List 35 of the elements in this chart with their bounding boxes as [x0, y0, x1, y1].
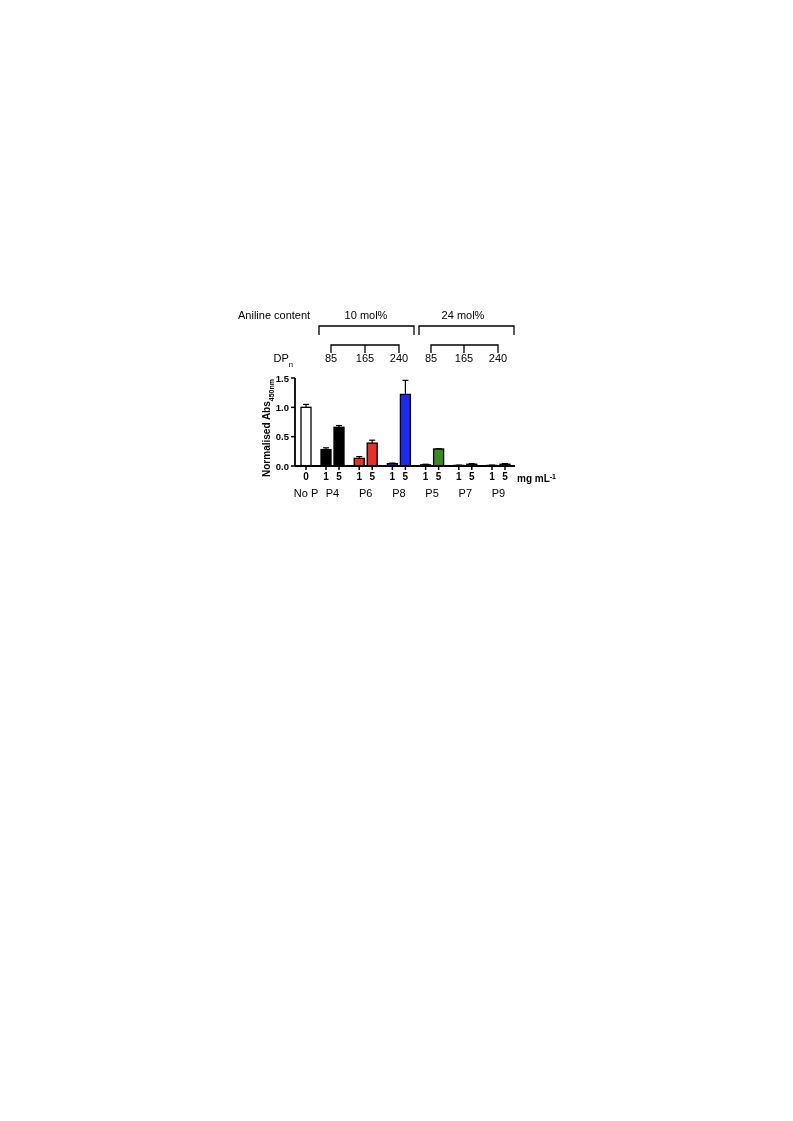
x-tick-label: 1 — [422, 471, 429, 482]
y-tick-label: 0.5 — [275, 431, 290, 443]
x-tick-label: 1 — [389, 471, 396, 482]
text: 85 — [424, 352, 438, 364]
text: P9 — [491, 487, 506, 499]
x-tick-label: 1 — [489, 471, 496, 482]
x-tick-label: 5 — [502, 471, 509, 482]
x-tick-label: 5 — [469, 471, 476, 482]
y-tick-label: 1.0 — [275, 401, 289, 413]
text: 165 — [355, 352, 375, 364]
text: P5 — [425, 487, 439, 499]
x-tick-label: 5 — [336, 471, 343, 482]
x-tick-label: 5 — [435, 471, 442, 482]
text: 165 — [454, 352, 474, 364]
x-tick-label: 1 — [356, 471, 363, 482]
text: P4 — [325, 487, 340, 499]
x-tick-label: 5 — [369, 471, 376, 482]
x-tick-label: 5 — [402, 471, 409, 482]
text: 85 — [324, 352, 338, 364]
y-tick-label: 0.0 — [275, 460, 289, 472]
text: mg mL$^{-1}$ — [517, 472, 557, 484]
text: 240 — [488, 352, 508, 364]
text: Aniline content — [238, 309, 311, 321]
text: P7 — [458, 487, 473, 499]
x-tick-label: 0 — [303, 471, 310, 482]
y-tick-label: 1.5 — [275, 372, 290, 384]
text: DP$_{n}$ — [273, 352, 293, 369]
text: 240 — [389, 352, 409, 364]
text: 24 mol% — [441, 309, 485, 321]
text: P8 — [392, 487, 406, 499]
x-tick-label: 1 — [323, 471, 330, 482]
text: P6 — [358, 487, 373, 499]
text: 10 mol% — [344, 309, 388, 321]
x-tick-label: 1 — [456, 471, 463, 482]
text: No P — [293, 487, 319, 499]
